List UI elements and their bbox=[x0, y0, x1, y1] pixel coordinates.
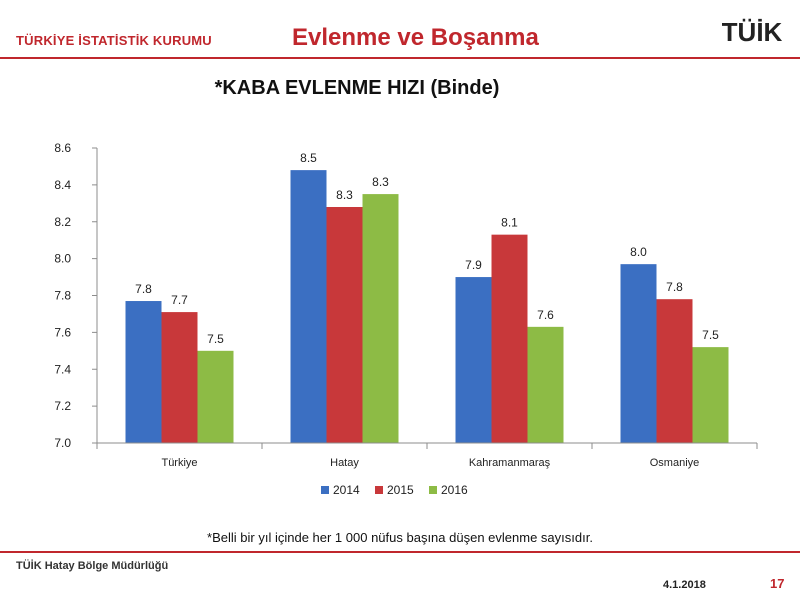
legend-swatch-2016 bbox=[429, 486, 437, 494]
x-axis: Türkiye Hatay Kahramanmaraş Osmaniye bbox=[96, 442, 758, 469]
bars: 7.8 7.7 7.5 8.5 8.3 8.3 7.9 8.1 7.6 8.0 7.8 7.5 bbox=[125, 151, 729, 443]
data-label: 7.9 bbox=[465, 258, 482, 272]
bar-2015 bbox=[656, 299, 693, 443]
y-tick-label: 8.2 bbox=[54, 215, 71, 229]
tuik-logo: TÜİK bbox=[722, 14, 783, 53]
y-tick-label: 7.4 bbox=[54, 362, 71, 376]
bar-2016 bbox=[527, 326, 564, 443]
legend-label-2015: 2015 bbox=[387, 483, 414, 497]
data-label: 7.5 bbox=[702, 328, 719, 342]
y-tick-label: 7.6 bbox=[54, 325, 71, 339]
bar-2014 bbox=[455, 277, 492, 443]
bar-2016 bbox=[197, 350, 234, 443]
bar-2015 bbox=[326, 207, 363, 443]
x-tick-label: Kahramanmaraş bbox=[469, 457, 551, 469]
bar-2014 bbox=[125, 301, 162, 443]
footer-office: TÜİK Hatay Bölge Müdürlüğü bbox=[16, 560, 169, 572]
bar-2016 bbox=[362, 194, 399, 443]
x-tick-label: Osmaniye bbox=[650, 457, 700, 469]
bar-2015 bbox=[161, 312, 198, 443]
page-number: 17 bbox=[770, 576, 785, 591]
footnote: *Belli bir yıl içinde her 1 000 nüfus ba… bbox=[207, 530, 593, 545]
chart-title: *KABA EVLENME HIZI (Binde) bbox=[214, 77, 500, 99]
footer-date: 4.1.2018 bbox=[663, 579, 706, 591]
page-title: Evlenme ve Boşanma bbox=[292, 24, 539, 51]
footer-divider bbox=[0, 551, 800, 553]
data-label: 8.1 bbox=[501, 216, 518, 230]
y-tick-label: 8.6 bbox=[54, 141, 71, 155]
bar-2014 bbox=[290, 170, 327, 443]
data-label: 7.7 bbox=[171, 293, 188, 307]
y-tick-label: 8.4 bbox=[54, 178, 71, 192]
bar-2016 bbox=[692, 347, 729, 443]
bar-2015 bbox=[491, 234, 528, 443]
data-label: 8.3 bbox=[336, 188, 353, 202]
bar-2014 bbox=[620, 264, 657, 443]
x-tick-label: Hatay bbox=[330, 457, 359, 469]
data-label: 7.8 bbox=[666, 280, 683, 294]
data-label: 8.0 bbox=[630, 245, 647, 259]
y-axis: 7.0 7.2 7.4 7.6 7.8 8.0 8.2 8.4 8.6 bbox=[54, 141, 98, 450]
data-label: 8.5 bbox=[300, 151, 317, 165]
legend: 2014 2015 2016 bbox=[321, 483, 468, 497]
data-label: 7.5 bbox=[207, 332, 224, 346]
x-tick-label: Türkiye bbox=[161, 457, 197, 469]
y-tick-label: 7.8 bbox=[54, 289, 71, 303]
legend-swatch-2014 bbox=[321, 486, 329, 494]
bar-chart: 7.0 7.2 7.4 7.6 7.8 8.0 8.2 8.4 8.6 7.8 7.7 7.5 8.5… bbox=[54, 141, 758, 497]
data-label: 7.8 bbox=[135, 282, 152, 296]
legend-label-2014: 2014 bbox=[333, 483, 360, 497]
y-tick-label: 7.0 bbox=[54, 436, 71, 450]
header-divider bbox=[0, 57, 800, 59]
data-label: 8.3 bbox=[372, 175, 389, 189]
y-tick-label: 7.2 bbox=[54, 399, 71, 413]
svg-text:TÜİK: TÜİK bbox=[722, 17, 782, 47]
legend-label-2016: 2016 bbox=[441, 483, 468, 497]
data-label: 7.6 bbox=[537, 308, 554, 322]
legend-swatch-2015 bbox=[375, 486, 383, 494]
y-tick-label: 8.0 bbox=[54, 252, 71, 266]
organization-name: TÜRKİYE İSTATİSTİK KURUMU bbox=[16, 33, 212, 48]
